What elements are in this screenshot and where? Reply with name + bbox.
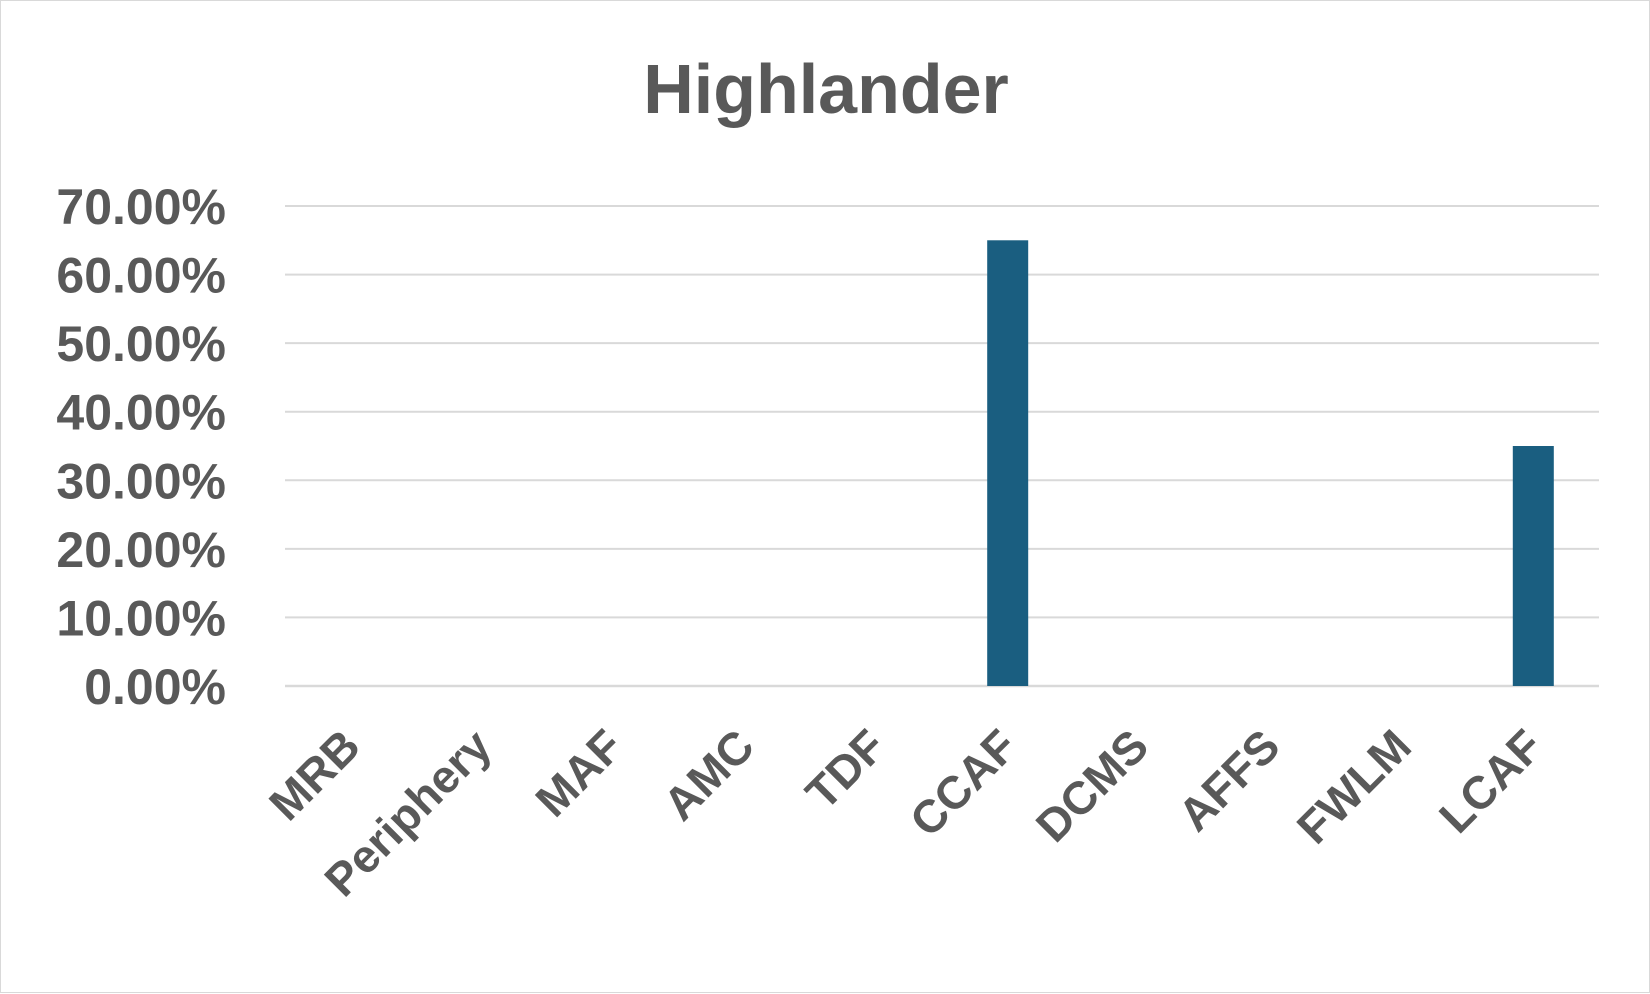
y-tick-label: 10.00% bbox=[56, 590, 226, 646]
x-tick-label: AFFS bbox=[1168, 719, 1290, 841]
chart-title: Highlander bbox=[643, 50, 1009, 128]
y-axis-tick-labels: 0.00% 10.00% 20.00% 30.00% 40.00% 50.00% 60.00… bbox=[56, 179, 226, 715]
x-tick-label: MRB bbox=[259, 719, 370, 830]
y-tick-label: 70.00% bbox=[56, 179, 226, 235]
y-tick-label: 50.00% bbox=[56, 316, 226, 372]
y-tick-label: 0.00% bbox=[84, 659, 226, 715]
bar-ccaf bbox=[987, 240, 1029, 687]
gridlines bbox=[285, 205, 1599, 688]
x-tick-label: MAF bbox=[525, 719, 632, 826]
y-tick-label: 40.00% bbox=[56, 385, 226, 441]
x-tick-label: FWLM bbox=[1287, 719, 1421, 853]
x-tick-label: LCAF bbox=[1429, 719, 1552, 842]
x-tick-label: DCMS bbox=[1026, 719, 1159, 852]
y-tick-label: 30.00% bbox=[56, 453, 226, 509]
bar-lcaf bbox=[1512, 446, 1554, 686]
x-tick-label: AMC bbox=[653, 719, 764, 830]
y-tick-label: 60.00% bbox=[56, 248, 226, 304]
y-tick-label: 20.00% bbox=[56, 522, 226, 578]
bars bbox=[987, 240, 1554, 687]
x-tick-label: CCAF bbox=[900, 719, 1027, 846]
x-tick-label: TDF bbox=[795, 719, 895, 819]
